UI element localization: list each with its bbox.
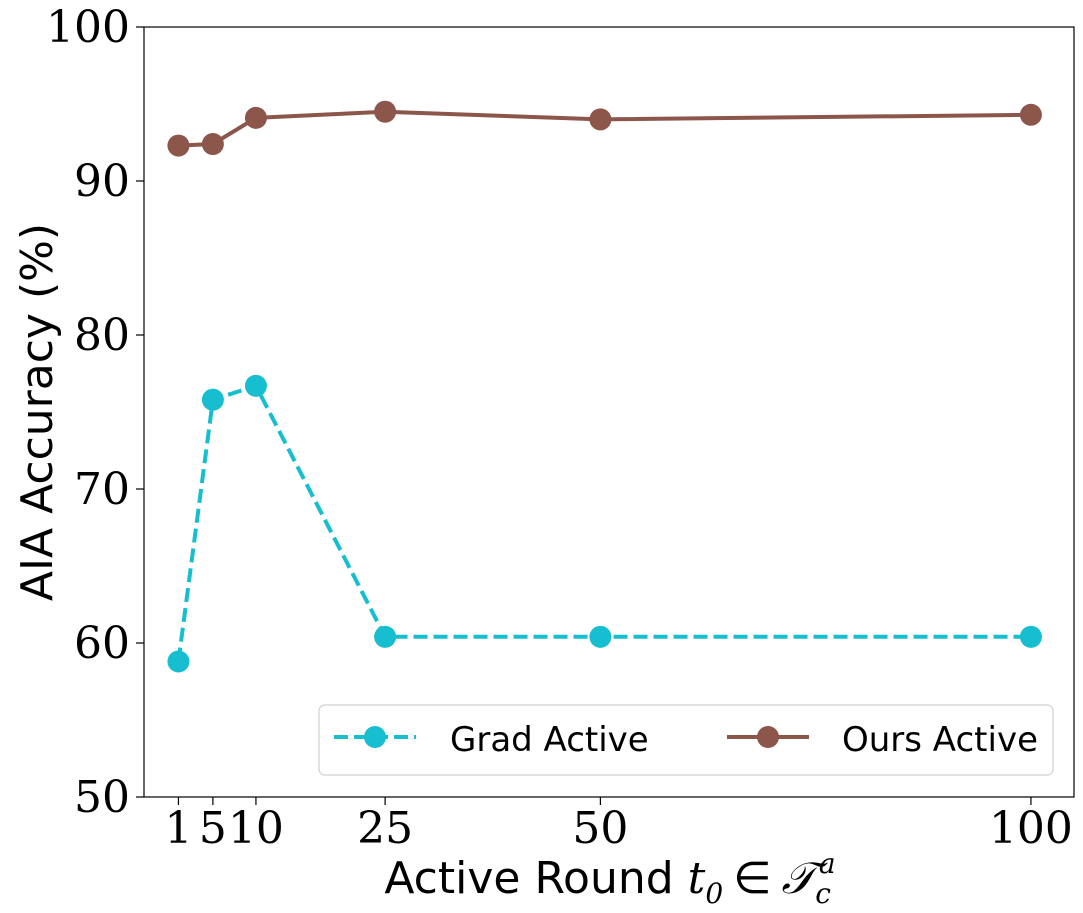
series-layer (167, 100, 1042, 673)
data-point-grad-active (1019, 625, 1042, 648)
legend-label-grad: Grad Active (450, 720, 649, 760)
axis-ticks: 50 60 70 80 90 100 1 5 10 25 50 100 (46, 2, 1073, 854)
x-tick-label: 10 (228, 803, 284, 854)
x-tick-label: 25 (357, 803, 413, 854)
data-point-ours-active (374, 100, 397, 123)
series-grad-active (167, 374, 1042, 673)
y-tick-label: 90 (74, 156, 130, 207)
y-tick-label: 100 (46, 2, 130, 53)
data-point-grad-active (374, 625, 397, 648)
x-tick-label: 100 (989, 803, 1073, 854)
y-tick-label: 80 (74, 310, 130, 361)
data-point-ours-active (244, 106, 267, 129)
x-axis-title-set-sup: a (819, 847, 836, 880)
x-axis-title-text: Active Round (384, 853, 673, 904)
y-tick-label: 70 (74, 464, 130, 515)
y-tick-label: 50 (74, 772, 130, 823)
data-point-ours-active (201, 133, 224, 156)
x-axis-title-var-sub: 0 (705, 877, 723, 910)
x-tick-label: 5 (199, 803, 227, 854)
series-line-grad-active (176, 383, 1031, 662)
series-ours-active (167, 100, 1042, 157)
x-axis-title-op: ∈ (733, 853, 771, 904)
legend-marker-ours (757, 726, 779, 748)
data-point-grad-active (244, 374, 267, 397)
x-axis-title-var: t (688, 853, 706, 904)
data-point-ours-active (167, 134, 190, 157)
data-point-ours-active (589, 108, 612, 131)
x-axis-title: Active Round t0 ∈ 𝒯ca (384, 847, 835, 910)
legend-label-ours: Ours Active (842, 720, 1038, 760)
data-point-ours-active (1019, 103, 1042, 126)
y-tick-label: 60 (74, 618, 130, 669)
data-point-grad-active (589, 625, 612, 648)
x-tick-label: 1 (164, 803, 192, 854)
data-point-grad-active (167, 650, 190, 673)
legend: Grad Active Ours Active (318, 704, 1054, 776)
x-tick-label: 50 (572, 803, 628, 854)
y-axis-title: AIA Accuracy (%) (12, 223, 63, 601)
legend-marker-grad (364, 726, 386, 748)
plot-frame (143, 26, 1075, 798)
legend-box (318, 704, 1054, 776)
data-point-grad-active (201, 388, 224, 411)
x-axis-title-set-sub: c (815, 877, 831, 910)
